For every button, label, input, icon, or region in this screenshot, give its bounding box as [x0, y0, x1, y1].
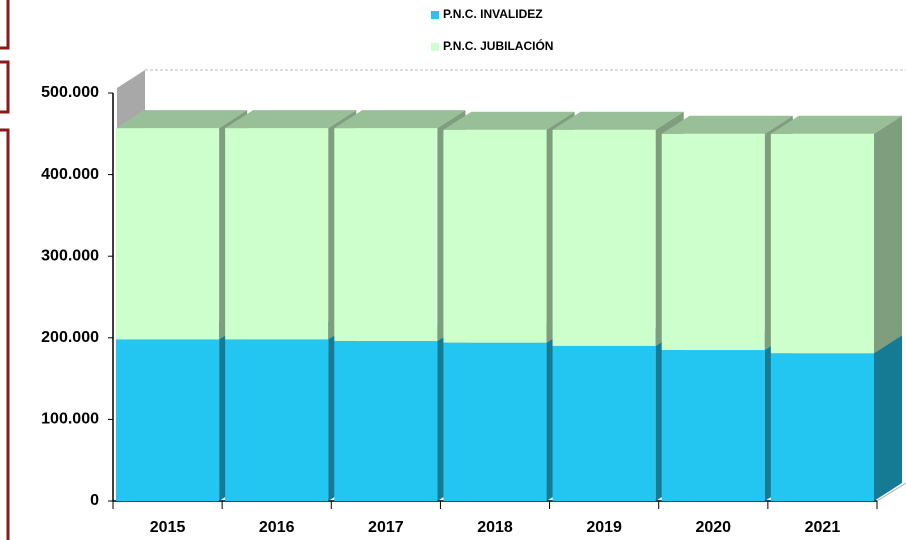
bar: [443, 129, 547, 343]
y-tick-label: 100.000: [41, 411, 99, 428]
legend-swatch: [431, 43, 439, 51]
x-tick-label: 2019: [586, 519, 622, 536]
y-tick-label: 0: [90, 492, 99, 509]
bar: [770, 133, 874, 354]
legend-label: P.N.C. INVALIDEZ: [443, 7, 543, 21]
y-tick-label: 500.000: [41, 84, 99, 101]
bar-top: [116, 110, 248, 129]
x-tick-label: 2016: [259, 519, 295, 536]
bar: [116, 339, 220, 501]
bar: [334, 341, 438, 501]
bar-top: [225, 110, 357, 129]
y-tick-label: 200.000: [41, 329, 99, 346]
bar: [116, 128, 220, 340]
bar-top: [334, 110, 466, 129]
floor-edge: [876, 482, 906, 502]
bar-top: [661, 115, 793, 134]
x-tick-label: 2021: [805, 519, 841, 536]
bar-top: [443, 111, 575, 130]
y-tick-label: 300.000: [41, 247, 99, 264]
x-tick-label: 2017: [368, 519, 404, 536]
bar-side: [874, 335, 902, 501]
bar: [443, 342, 547, 501]
frame-box: [0, 128, 10, 540]
bar-top: [770, 115, 902, 134]
legend-label: P.N.C. JUBILACIÓN: [443, 38, 553, 53]
frame-box: [0, 60, 10, 114]
bar: [225, 128, 329, 340]
legend-swatch: [431, 11, 439, 19]
x-tick-label: 2020: [695, 519, 731, 536]
bar: [225, 339, 329, 501]
x-tick-label: 2018: [477, 519, 513, 536]
y-tick-label: 400.000: [41, 166, 99, 183]
frame-box: [0, 0, 10, 50]
bar: [661, 133, 765, 351]
bar: [552, 129, 656, 346]
bar-side: [874, 115, 902, 354]
bar: [552, 345, 656, 501]
bar: [334, 128, 438, 342]
bar: [770, 353, 874, 501]
bar: [661, 350, 765, 501]
x-tick-label: 2015: [150, 519, 186, 536]
bar-top: [552, 111, 684, 130]
